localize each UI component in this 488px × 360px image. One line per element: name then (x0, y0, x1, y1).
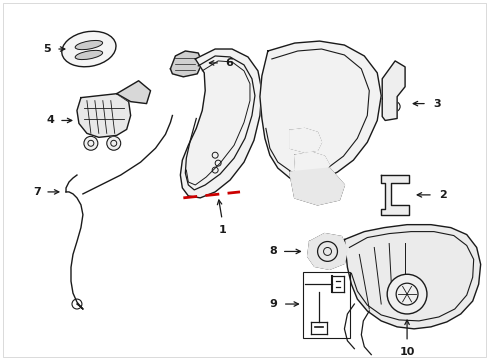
Text: 6: 6 (224, 58, 233, 68)
Polygon shape (260, 41, 381, 182)
Bar (302, 272, 350, 338)
Ellipse shape (61, 31, 116, 67)
Circle shape (84, 136, 98, 150)
Text: 3: 3 (432, 99, 440, 109)
Polygon shape (289, 129, 321, 152)
Polygon shape (289, 168, 344, 205)
Circle shape (386, 274, 426, 314)
Text: 10: 10 (399, 347, 414, 357)
Polygon shape (382, 61, 404, 121)
Polygon shape (381, 175, 408, 215)
Polygon shape (117, 81, 150, 104)
Ellipse shape (75, 50, 102, 59)
Text: 2: 2 (438, 190, 446, 200)
Polygon shape (344, 225, 480, 329)
Polygon shape (180, 49, 262, 198)
Text: 1: 1 (218, 225, 225, 235)
Text: 8: 8 (268, 247, 276, 256)
Circle shape (106, 136, 121, 150)
Ellipse shape (75, 40, 102, 50)
Text: 4: 4 (46, 116, 54, 126)
Text: 5: 5 (43, 44, 51, 54)
Polygon shape (170, 51, 202, 77)
Polygon shape (77, 94, 130, 137)
Polygon shape (294, 152, 329, 175)
Text: 9: 9 (268, 299, 276, 309)
Text: 7: 7 (33, 187, 41, 197)
Polygon shape (307, 234, 346, 269)
